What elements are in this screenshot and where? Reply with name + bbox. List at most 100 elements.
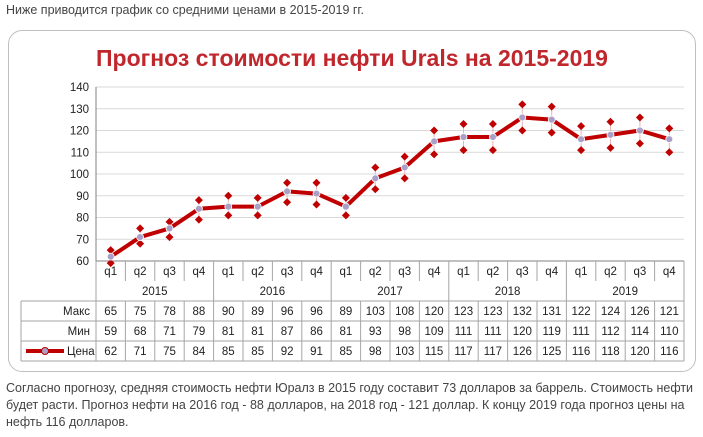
table-cell-value: 89 <box>251 306 264 318</box>
max-marker <box>341 193 350 202</box>
price-marker <box>341 202 350 211</box>
y-tick-label: 130 <box>70 104 89 116</box>
table-cell-value: 85 <box>251 346 264 358</box>
y-tick-label: 110 <box>71 147 89 159</box>
max-marker <box>136 224 145 233</box>
quarter-label: q2 <box>604 266 617 278</box>
min-marker <box>518 126 527 135</box>
price-marker <box>665 135 674 144</box>
table-cell-value: 88 <box>193 306 206 318</box>
chart-frame: Прогноз стоимости нефти Urals на 2015-20… <box>8 30 696 372</box>
quarter-label: q1 <box>457 266 470 278</box>
quarter-label: q3 <box>398 266 411 278</box>
price-marker <box>577 135 585 144</box>
table-cell-value: 59 <box>104 326 117 338</box>
max-marker <box>224 191 233 200</box>
intro-text: Ниже приводится график со средними ценам… <box>6 3 364 17</box>
table-cell-value: 96 <box>281 306 294 318</box>
max-marker <box>165 217 174 226</box>
price-marker <box>224 202 233 211</box>
max-marker <box>488 119 497 128</box>
table-cell-value: 123 <box>483 306 502 318</box>
min-marker <box>547 128 556 137</box>
min-marker <box>165 233 174 242</box>
year-label: 2015 <box>142 286 168 298</box>
table-cell-value: 85 <box>222 346 235 358</box>
quarter-label: q3 <box>516 266 529 278</box>
min-marker <box>371 185 380 194</box>
chart-title: Прогноз стоимости нефти Urals на 2015-20… <box>96 45 608 71</box>
table-cell-value: 93 <box>369 326 382 338</box>
table-cell-value: 111 <box>572 326 589 338</box>
max-marker <box>253 193 262 202</box>
price-chart: Прогноз стоимости нефти Urals на 2015-20… <box>20 45 685 362</box>
table-cell-value: 120 <box>425 306 444 318</box>
price-marker <box>106 252 115 261</box>
min-marker <box>635 139 644 148</box>
legend-marker-key <box>41 347 49 355</box>
y-tick-label: 120 <box>70 126 89 138</box>
min-marker <box>459 146 468 155</box>
price-marker <box>194 204 203 213</box>
quarter-label: q2 <box>134 266 147 278</box>
table-cell-value: 65 <box>104 306 117 318</box>
price-marker <box>253 202 262 211</box>
table-cell-value: 117 <box>484 346 502 358</box>
table-cell-value: 90 <box>222 306 235 318</box>
table-cell-value: 116 <box>572 346 590 358</box>
table-cell-value: 81 <box>251 326 264 338</box>
max-marker <box>518 100 527 109</box>
y-tick-label: 90 <box>76 191 89 203</box>
table-cell-value: 103 <box>366 306 385 318</box>
table-cell-value: 78 <box>163 306 176 318</box>
table-cell-value: 119 <box>543 326 561 338</box>
table-cell-value: 126 <box>513 346 532 358</box>
max-marker <box>459 119 468 128</box>
table-cell-value: 110 <box>660 326 678 338</box>
table-cell-value: 87 <box>281 326 294 338</box>
min-marker <box>665 148 674 157</box>
y-tick-label: 60 <box>76 256 89 268</box>
quarter-label: q1 <box>104 266 117 278</box>
quarter-label: q1 <box>340 266 353 278</box>
year-label: 2019 <box>612 286 638 298</box>
min-marker <box>430 150 439 159</box>
y-tick-label: 80 <box>76 213 89 225</box>
min-marker <box>312 200 321 209</box>
price-marker <box>518 113 527 122</box>
max-marker <box>606 117 615 126</box>
table-cell-value: 132 <box>513 306 532 318</box>
price-marker <box>459 133 468 141</box>
min-marker <box>136 239 145 248</box>
quarter-label: q3 <box>634 266 647 278</box>
quarter-label: q1 <box>575 266 588 278</box>
quarter-label: q4 <box>310 266 323 278</box>
y-tick-label: 70 <box>76 234 89 246</box>
quarter-label: q4 <box>428 266 441 278</box>
table-cell-value: 98 <box>398 326 411 338</box>
quarter-label: q3 <box>163 266 176 278</box>
max-marker <box>400 152 409 161</box>
max-marker <box>547 102 556 111</box>
table-cell-value: 81 <box>222 326 235 338</box>
quarter-label: q1 <box>222 266 235 278</box>
price-marker <box>136 233 145 241</box>
table-cell-value: 89 <box>340 306 353 318</box>
table-cell-value: 112 <box>601 326 619 338</box>
min-marker <box>253 211 262 220</box>
min-marker <box>577 146 586 155</box>
table-cell-value: 79 <box>193 326 206 338</box>
price-line <box>109 115 670 259</box>
min-marker <box>106 259 115 268</box>
table-cell-value: 109 <box>425 326 444 338</box>
table-cell-value: 115 <box>425 346 443 358</box>
row-label: Мин <box>68 326 90 338</box>
table-cell-value: 126 <box>630 306 649 318</box>
max-marker <box>577 122 586 131</box>
max-marker <box>430 126 439 135</box>
y-tick-label: 100 <box>70 169 89 181</box>
year-label: 2016 <box>260 286 286 298</box>
table-cell-value: 117 <box>454 346 472 358</box>
year-label: 2017 <box>377 286 403 298</box>
table-cell-value: 111 <box>484 326 501 338</box>
